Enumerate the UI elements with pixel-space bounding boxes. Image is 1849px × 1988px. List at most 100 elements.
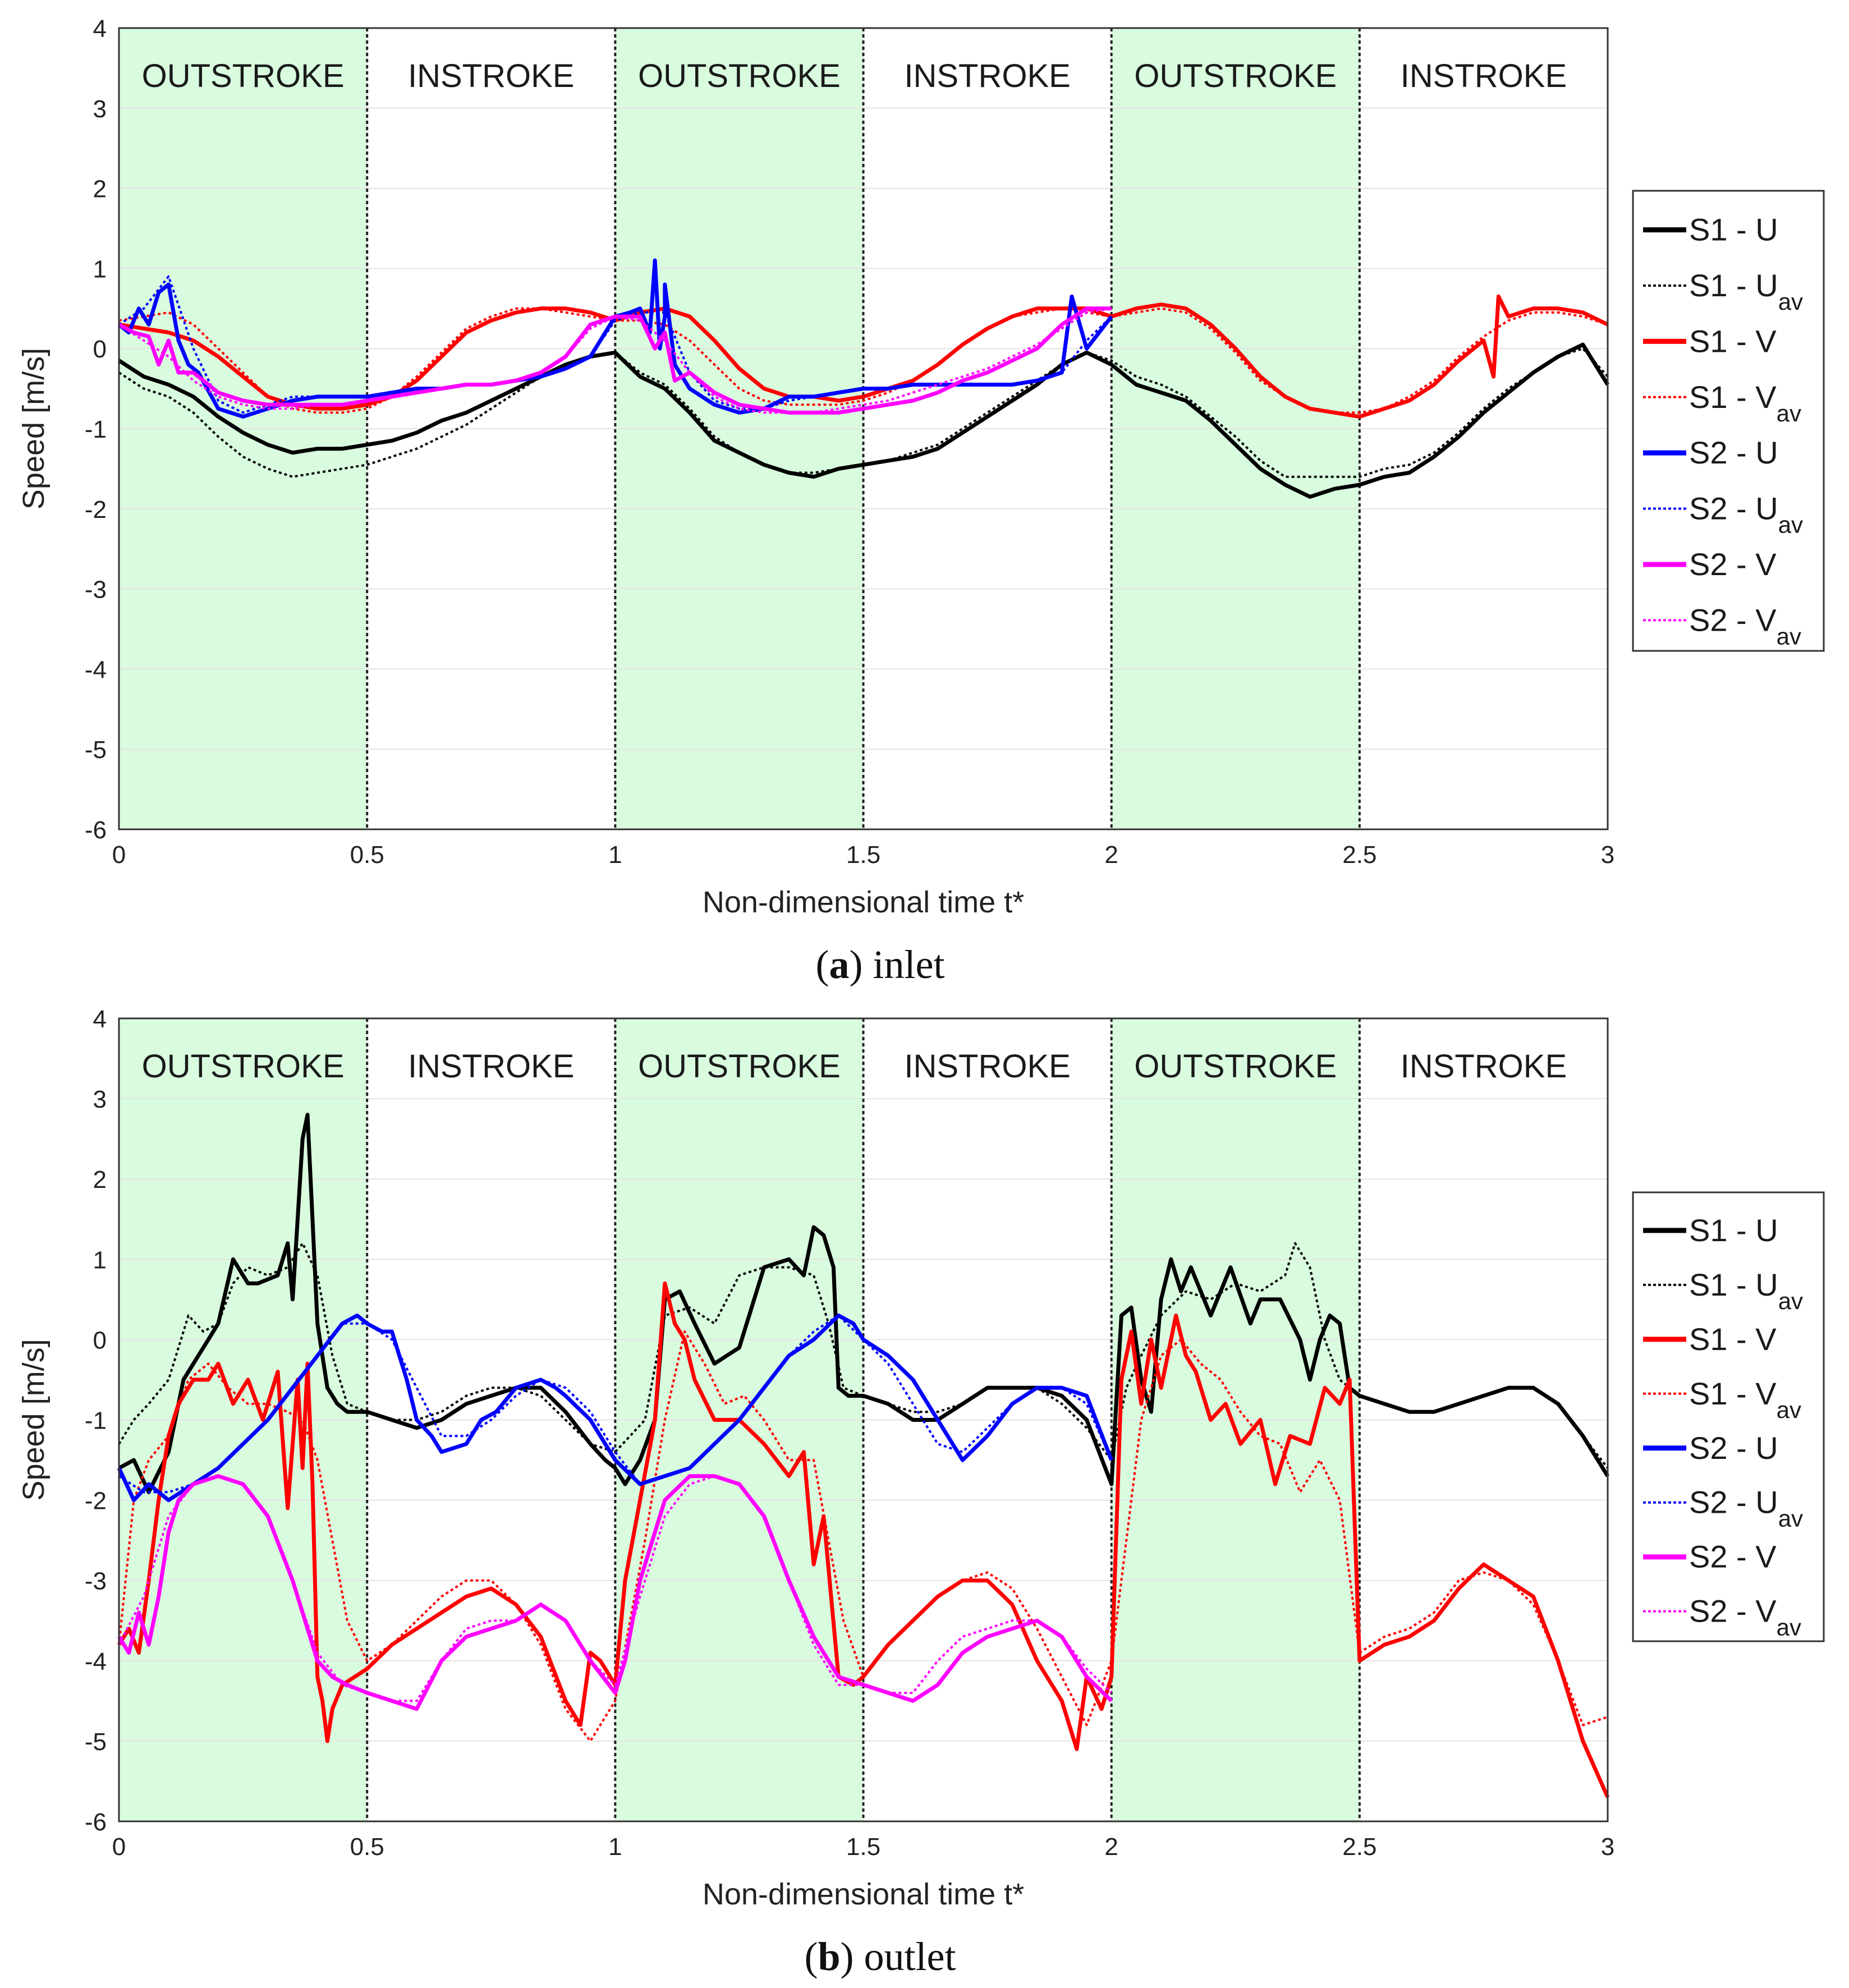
phase-label-instroke: INSTROKE xyxy=(1401,1048,1567,1085)
x-tick-label: 0.5 xyxy=(350,841,384,869)
legend-entry-label: S2 - V xyxy=(1689,1594,1777,1629)
legend-entry: S1 - U xyxy=(1689,212,1778,247)
panel-caption: (b) outlet xyxy=(805,1934,956,1979)
inlet-panel: OUTSTROKE INSTROKE OUTSTROKE INSTROKE OUTSTR… xyxy=(17,15,1825,987)
x-tick-label: 0 xyxy=(112,841,126,869)
plot-frame xyxy=(118,27,1609,830)
caption-paren-open: ( xyxy=(816,942,829,987)
y-tick-label: 2 xyxy=(93,176,107,203)
legend-entry-subscript: av xyxy=(1778,288,1803,315)
x-tick-label: 0 xyxy=(112,1833,126,1861)
legend-entry: S1 - Uav xyxy=(1689,1267,1803,1314)
caption-letter: b xyxy=(818,1934,840,1979)
y-tick-label: -3 xyxy=(85,1568,107,1595)
y-tick-label: -4 xyxy=(85,1648,107,1675)
y-tick-label: -2 xyxy=(85,1487,107,1515)
phase-label-outstroke: OUTSTROKE xyxy=(638,58,841,94)
legend-entry-label: S1 - U xyxy=(1689,1213,1778,1248)
y-tick-label: 0 xyxy=(93,1326,107,1354)
legend-entry-label: S2 - U xyxy=(1689,435,1778,470)
y-tick-label: 1 xyxy=(93,255,107,283)
x-tick-label: 3 xyxy=(1601,841,1614,869)
legend-entry-subscript: av xyxy=(1777,623,1801,649)
y-tick-label: -1 xyxy=(85,416,107,443)
legend-entry: S2 - Uav xyxy=(1689,1485,1803,1532)
legend-entry-subscript: av xyxy=(1778,1505,1803,1532)
legend-entry: S2 - Vav xyxy=(1689,1594,1801,1641)
y-tick-label: 1 xyxy=(93,1246,107,1274)
x-tick-label: 2.5 xyxy=(1342,1833,1377,1861)
x-tick-label: 2.5 xyxy=(1342,841,1377,869)
caption-text: outlet xyxy=(864,1934,956,1979)
legend-entry-subscript: av xyxy=(1778,512,1803,538)
y-tick-label: -1 xyxy=(85,1407,107,1435)
x-tick-label: 1 xyxy=(608,841,622,869)
legend-entry-subscript: av xyxy=(1777,1397,1801,1423)
x-tick-label: 0.5 xyxy=(350,1833,384,1861)
legend-entry-label: S2 - V xyxy=(1689,602,1777,637)
legend-box xyxy=(1632,190,1825,652)
legend-entry-label: S2 - U xyxy=(1689,1485,1778,1520)
series-s1-v-line xyxy=(117,1281,1610,1798)
outlet-panel: OUTSTROKE INSTROKE OUTSTROKE INSTROKE OUTSTR… xyxy=(17,1006,1825,1979)
x-tick-label: 1.5 xyxy=(846,1833,880,1861)
series-s2-uav-line xyxy=(118,1314,1113,1494)
phase-label-outstroke: OUTSTROKE xyxy=(638,1048,841,1085)
panel-caption: (a) inlet xyxy=(816,942,945,987)
y-tick-label: -6 xyxy=(85,816,107,844)
x-tick-label: 1.5 xyxy=(846,841,880,869)
y-tick-label: -3 xyxy=(85,576,107,604)
legend-entry-label: S1 - V xyxy=(1689,379,1777,415)
phase-label-outstroke: OUTSTROKE xyxy=(1134,58,1337,94)
legend-entry-label: S1 - V xyxy=(1689,1376,1777,1411)
x-tick-label: 1 xyxy=(608,1833,622,1861)
legend-entry-label: S2 - U xyxy=(1689,1430,1778,1466)
legend-entry: S2 - V xyxy=(1689,1539,1777,1574)
legend-entry-label: S1 - U xyxy=(1689,1267,1778,1302)
caption-paren-open: ( xyxy=(805,1934,818,1979)
legend-entry-subscript: av xyxy=(1778,1288,1803,1314)
x-tick-label: 2 xyxy=(1104,1833,1118,1861)
legend-entry-label: S1 - V xyxy=(1689,1321,1777,1357)
caption-letter: a xyxy=(829,942,850,987)
phase-label-outstroke: OUTSTROKE xyxy=(142,58,345,94)
legend-entry: S1 - Vav xyxy=(1689,1376,1801,1423)
x-tick-label: 2 xyxy=(1104,841,1118,869)
phase-label-instroke: INSTROKE xyxy=(904,1048,1071,1085)
legend-entry: S1 - U xyxy=(1689,1213,1778,1248)
phase-label-outstroke: OUTSTROKE xyxy=(1134,1048,1337,1085)
y-tick-label: 4 xyxy=(93,1006,107,1033)
y-tick-label: -5 xyxy=(85,736,107,764)
caption-paren-close: ) xyxy=(841,1934,864,1979)
legend-entry: S2 - Vav xyxy=(1689,602,1801,649)
legend-entry: S2 - V xyxy=(1689,547,1777,582)
x-axis-label: Non-dimensional time t* xyxy=(703,1877,1024,1911)
phase-label-instroke: INSTROKE xyxy=(408,58,575,94)
series-s1-u-line xyxy=(118,342,1609,499)
phase-label-instroke: INSTROKE xyxy=(1401,58,1567,94)
series-s1-uav-line xyxy=(118,347,1609,478)
legend-entry-subscript: av xyxy=(1777,1614,1801,1641)
legend-entry: S1 - Vav xyxy=(1689,379,1801,426)
legend-entry: S2 - U xyxy=(1689,1430,1778,1466)
x-tick-label: 3 xyxy=(1601,1833,1614,1861)
series-s2-vav-line xyxy=(118,307,1112,414)
series-s2-uav-line xyxy=(118,275,1113,414)
y-tick-label: 0 xyxy=(93,336,107,363)
y-axis-label: Speed [m/s] xyxy=(17,1339,51,1500)
legend-entry-label: S1 - V xyxy=(1689,323,1777,359)
legend-entry: S2 - Uav xyxy=(1689,491,1803,538)
legend-entry: S1 - Uav xyxy=(1689,268,1803,315)
phase-label-instroke: INSTROKE xyxy=(408,1048,575,1085)
series-s1-vav-line xyxy=(118,1330,1608,1742)
phase-label-instroke: INSTROKE xyxy=(904,58,1071,94)
y-tick-label: -5 xyxy=(85,1728,107,1756)
series-s1-u-line xyxy=(118,1113,1609,1494)
y-axis-label: Speed [m/s] xyxy=(17,348,51,509)
series-s1-vav-line xyxy=(118,307,1608,414)
legend-entry-label: S1 - U xyxy=(1689,212,1778,247)
legend-entry-label: S2 - U xyxy=(1689,491,1778,526)
